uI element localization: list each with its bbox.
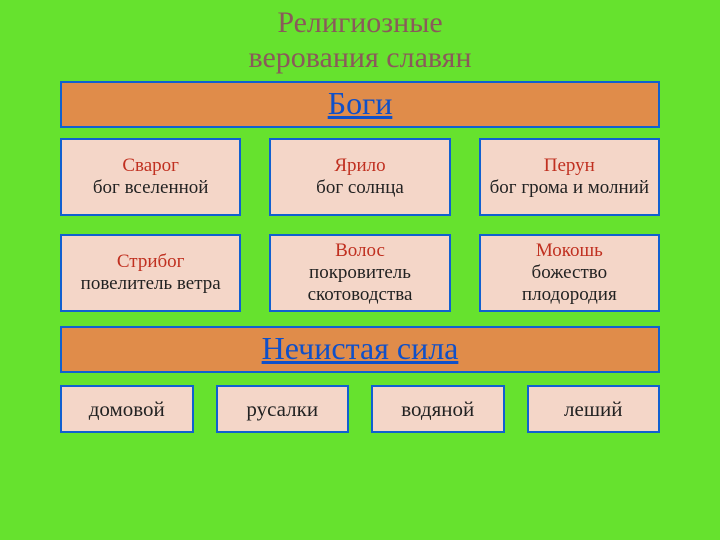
- god-box: Мокошь божество плодородия: [479, 234, 660, 312]
- god-name: Мокошь: [536, 240, 603, 262]
- god-box: Стрибог повелитель ветра: [60, 234, 241, 312]
- spirits-grid: домовой русалки водяной леший: [60, 385, 660, 433]
- god-desc: бог грома и молний: [490, 177, 649, 199]
- god-box: Сварог бог вселенной: [60, 138, 241, 216]
- spirit-box: леший: [527, 385, 661, 433]
- god-name: Ярило: [334, 155, 385, 177]
- god-name: Сварог: [122, 155, 179, 177]
- god-name: Стрибог: [117, 251, 185, 273]
- title-line-2: верования славян: [248, 41, 471, 74]
- god-desc: повелитель ветра: [81, 273, 221, 295]
- god-name: Волос: [335, 240, 385, 262]
- god-box: Перун бог грома и молний: [479, 138, 660, 216]
- god-desc: бог вселенной: [93, 177, 209, 199]
- god-desc: божество плодородия: [487, 262, 652, 306]
- page-title: Религиозные верования славян: [0, 0, 720, 75]
- god-name: Перун: [544, 155, 595, 177]
- spirit-box: русалки: [216, 385, 350, 433]
- god-box: Ярило бог солнца: [269, 138, 450, 216]
- god-desc: бог солнца: [316, 177, 404, 199]
- god-desc: покровитель скотоводства: [277, 262, 442, 306]
- gods-grid: Сварог бог вселенной Ярило бог солнца Пе…: [60, 138, 660, 312]
- gods-header: Боги: [60, 81, 660, 128]
- god-box: Волос покровитель скотоводства: [269, 234, 450, 312]
- spirit-box: водяной: [371, 385, 505, 433]
- spirits-header: Нечистая сила: [60, 326, 660, 373]
- title-line-1: Религиозные: [277, 6, 442, 39]
- spirit-box: домовой: [60, 385, 194, 433]
